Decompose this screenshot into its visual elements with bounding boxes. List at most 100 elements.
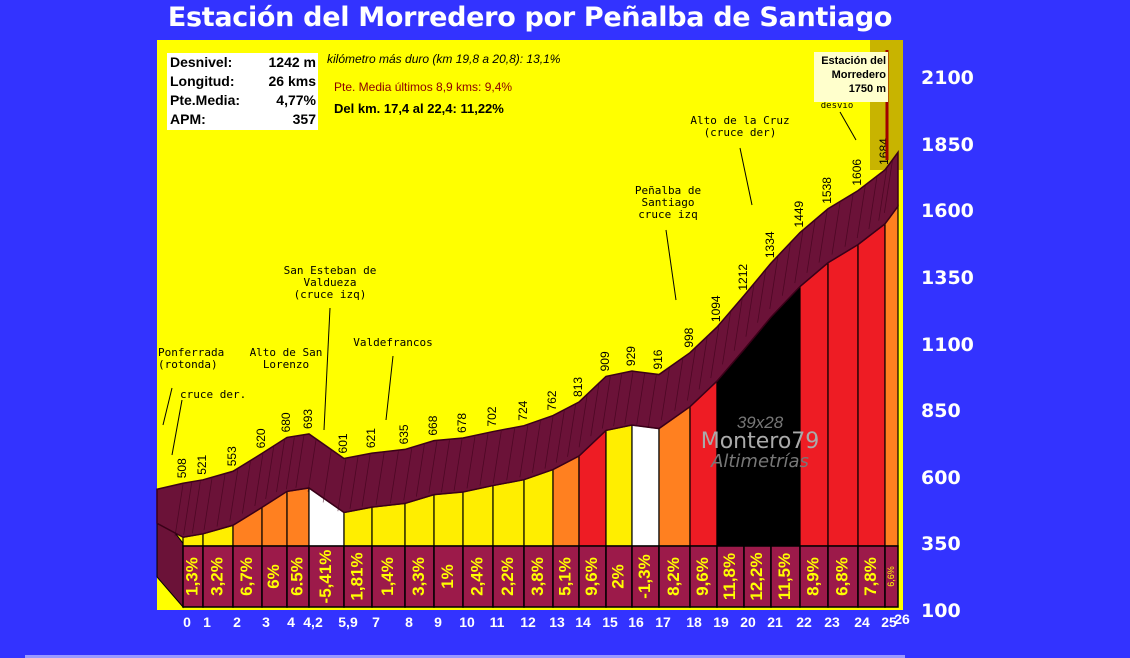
grade-label: 1,81% [347, 552, 366, 600]
profile-hatch [831, 202, 841, 255]
profile-hatch [479, 433, 489, 486]
grade-label: 3,2% [207, 557, 226, 596]
x-tick-label: 9 [434, 614, 442, 630]
profile-hatch [390, 451, 399, 504]
profile-hatch [183, 482, 193, 535]
y-tick-label: 1100 [921, 333, 974, 356]
profile-hatch [769, 256, 779, 310]
profile-hatch [710, 325, 720, 379]
elevation-label: 1212 [736, 264, 750, 291]
stat-label: Pte.Media: [170, 92, 241, 108]
profile-hatch [794, 231, 804, 284]
grade-cell [631, 545, 660, 608]
grade-label: 1,3% [182, 557, 201, 596]
profile-hatch [307, 439, 317, 492]
elevation-label: 508 [175, 458, 189, 478]
grade-label: -1,3% [635, 554, 654, 598]
profile-hatch [687, 348, 696, 401]
segment-bar [343, 506, 373, 547]
profile-hatch [636, 373, 645, 426]
segment-bar [552, 454, 580, 547]
place-label: cruce izq [638, 208, 698, 221]
elevation-label: 553 [225, 446, 239, 466]
grade-cell [857, 545, 886, 608]
profile-hatch [883, 160, 893, 213]
y-tick-label: 2100 [921, 67, 974, 89]
x-tick-label: 24 [854, 614, 870, 630]
segment-bar [716, 348, 745, 547]
segment-bar [605, 424, 633, 547]
profile-hatch [868, 177, 878, 230]
elevation-label: 998 [682, 327, 696, 347]
x-tick-label: 11 [490, 614, 505, 630]
grade-cell [799, 545, 829, 608]
stat-value: 1242 m [268, 54, 316, 70]
chart-title: Estación del Morredero por Peñalba de Sa… [167, 2, 893, 33]
segment-bars [182, 204, 899, 547]
profile-hatch [441, 440, 450, 493]
x-tick-label: 14 [575, 614, 591, 630]
profile-hatch [466, 436, 476, 489]
elevation-label: 909 [598, 351, 612, 371]
y-tick-label: 1850 [921, 133, 974, 156]
profile-hatch [733, 298, 743, 351]
profile-hatch [624, 372, 634, 425]
profile-surface [156, 149, 899, 539]
elevation-label: 702 [485, 406, 499, 426]
segment-bar [857, 222, 886, 547]
profile-hatch [590, 384, 600, 437]
grade-label: 6,6% [886, 566, 896, 587]
elevation-label: 1094 [709, 295, 723, 322]
profile-hatch [544, 416, 554, 469]
grade-label: 2,4% [467, 557, 486, 596]
elevation-labels: 508 521 553 620 680 693 601 621 635 668 678 702 724 7… [175, 138, 891, 478]
x-tick-label: 4 [287, 614, 295, 630]
grade-cell [308, 545, 345, 608]
x-tick-label: 21 [767, 614, 783, 630]
elevation-label: 635 [397, 424, 411, 444]
grade-cell [343, 545, 373, 608]
x-tick-label: 17 [655, 614, 671, 630]
x-tick-label: 12 [520, 614, 536, 630]
elevation-label: 693 [301, 409, 315, 429]
finish-label: Estación del Morredero 1750 m [814, 52, 888, 102]
y-tick-label: 350 [921, 533, 961, 556]
grade-label: 11,5% [775, 553, 794, 600]
grade-cell [492, 545, 525, 608]
grade-label: 6.5% [287, 557, 306, 596]
grade-label: 6,7% [237, 557, 256, 596]
segment-bar [884, 204, 899, 547]
profile-hatch [818, 210, 828, 263]
x-tick-labels: 0 1 2 3 4 4,2 5,9 7 8 9 10 11 12 13 14 15 16 17 18 19 20 21 22… [183, 611, 910, 630]
grade-label: 12,2% [747, 552, 766, 600]
elevation-label: 521 [195, 454, 209, 474]
profile-hatch [844, 194, 854, 247]
profile-hatch [174, 484, 184, 537]
grade-band: 1,3% 3,2% 6,7% 6% 6.5% -5,41% 1,81% 1,4% 3,3% 1% 2… [182, 545, 899, 608]
elevation-label: 929 [624, 346, 638, 366]
profile-hatch [878, 168, 888, 221]
place-label: Lorenzo [263, 358, 309, 371]
grade-cell [232, 545, 263, 608]
x-tick-label: 13 [549, 614, 565, 630]
segment-bar [523, 468, 554, 547]
segment-bar [743, 315, 772, 547]
place-label: Alto de la Cruz [690, 114, 789, 127]
place-label: desvio [821, 101, 854, 111]
finish-line3: 1750 m [848, 83, 886, 95]
grade-label: -5,41% [316, 550, 335, 604]
grade-cell [689, 545, 718, 608]
grade-cell [552, 545, 580, 608]
profile-hatch [506, 428, 516, 481]
profile-hatch [375, 452, 385, 505]
profile-hatch [349, 456, 359, 509]
grade-cell [658, 545, 691, 608]
y-tick-label: 850 [921, 400, 961, 423]
finish-line2: Morredero [831, 69, 886, 81]
segment-bar [462, 484, 494, 547]
elevation-label: 668 [426, 415, 440, 435]
profile-hatch [674, 358, 684, 411]
segment-bar [433, 491, 464, 547]
x-tick-label: 22 [796, 614, 812, 630]
